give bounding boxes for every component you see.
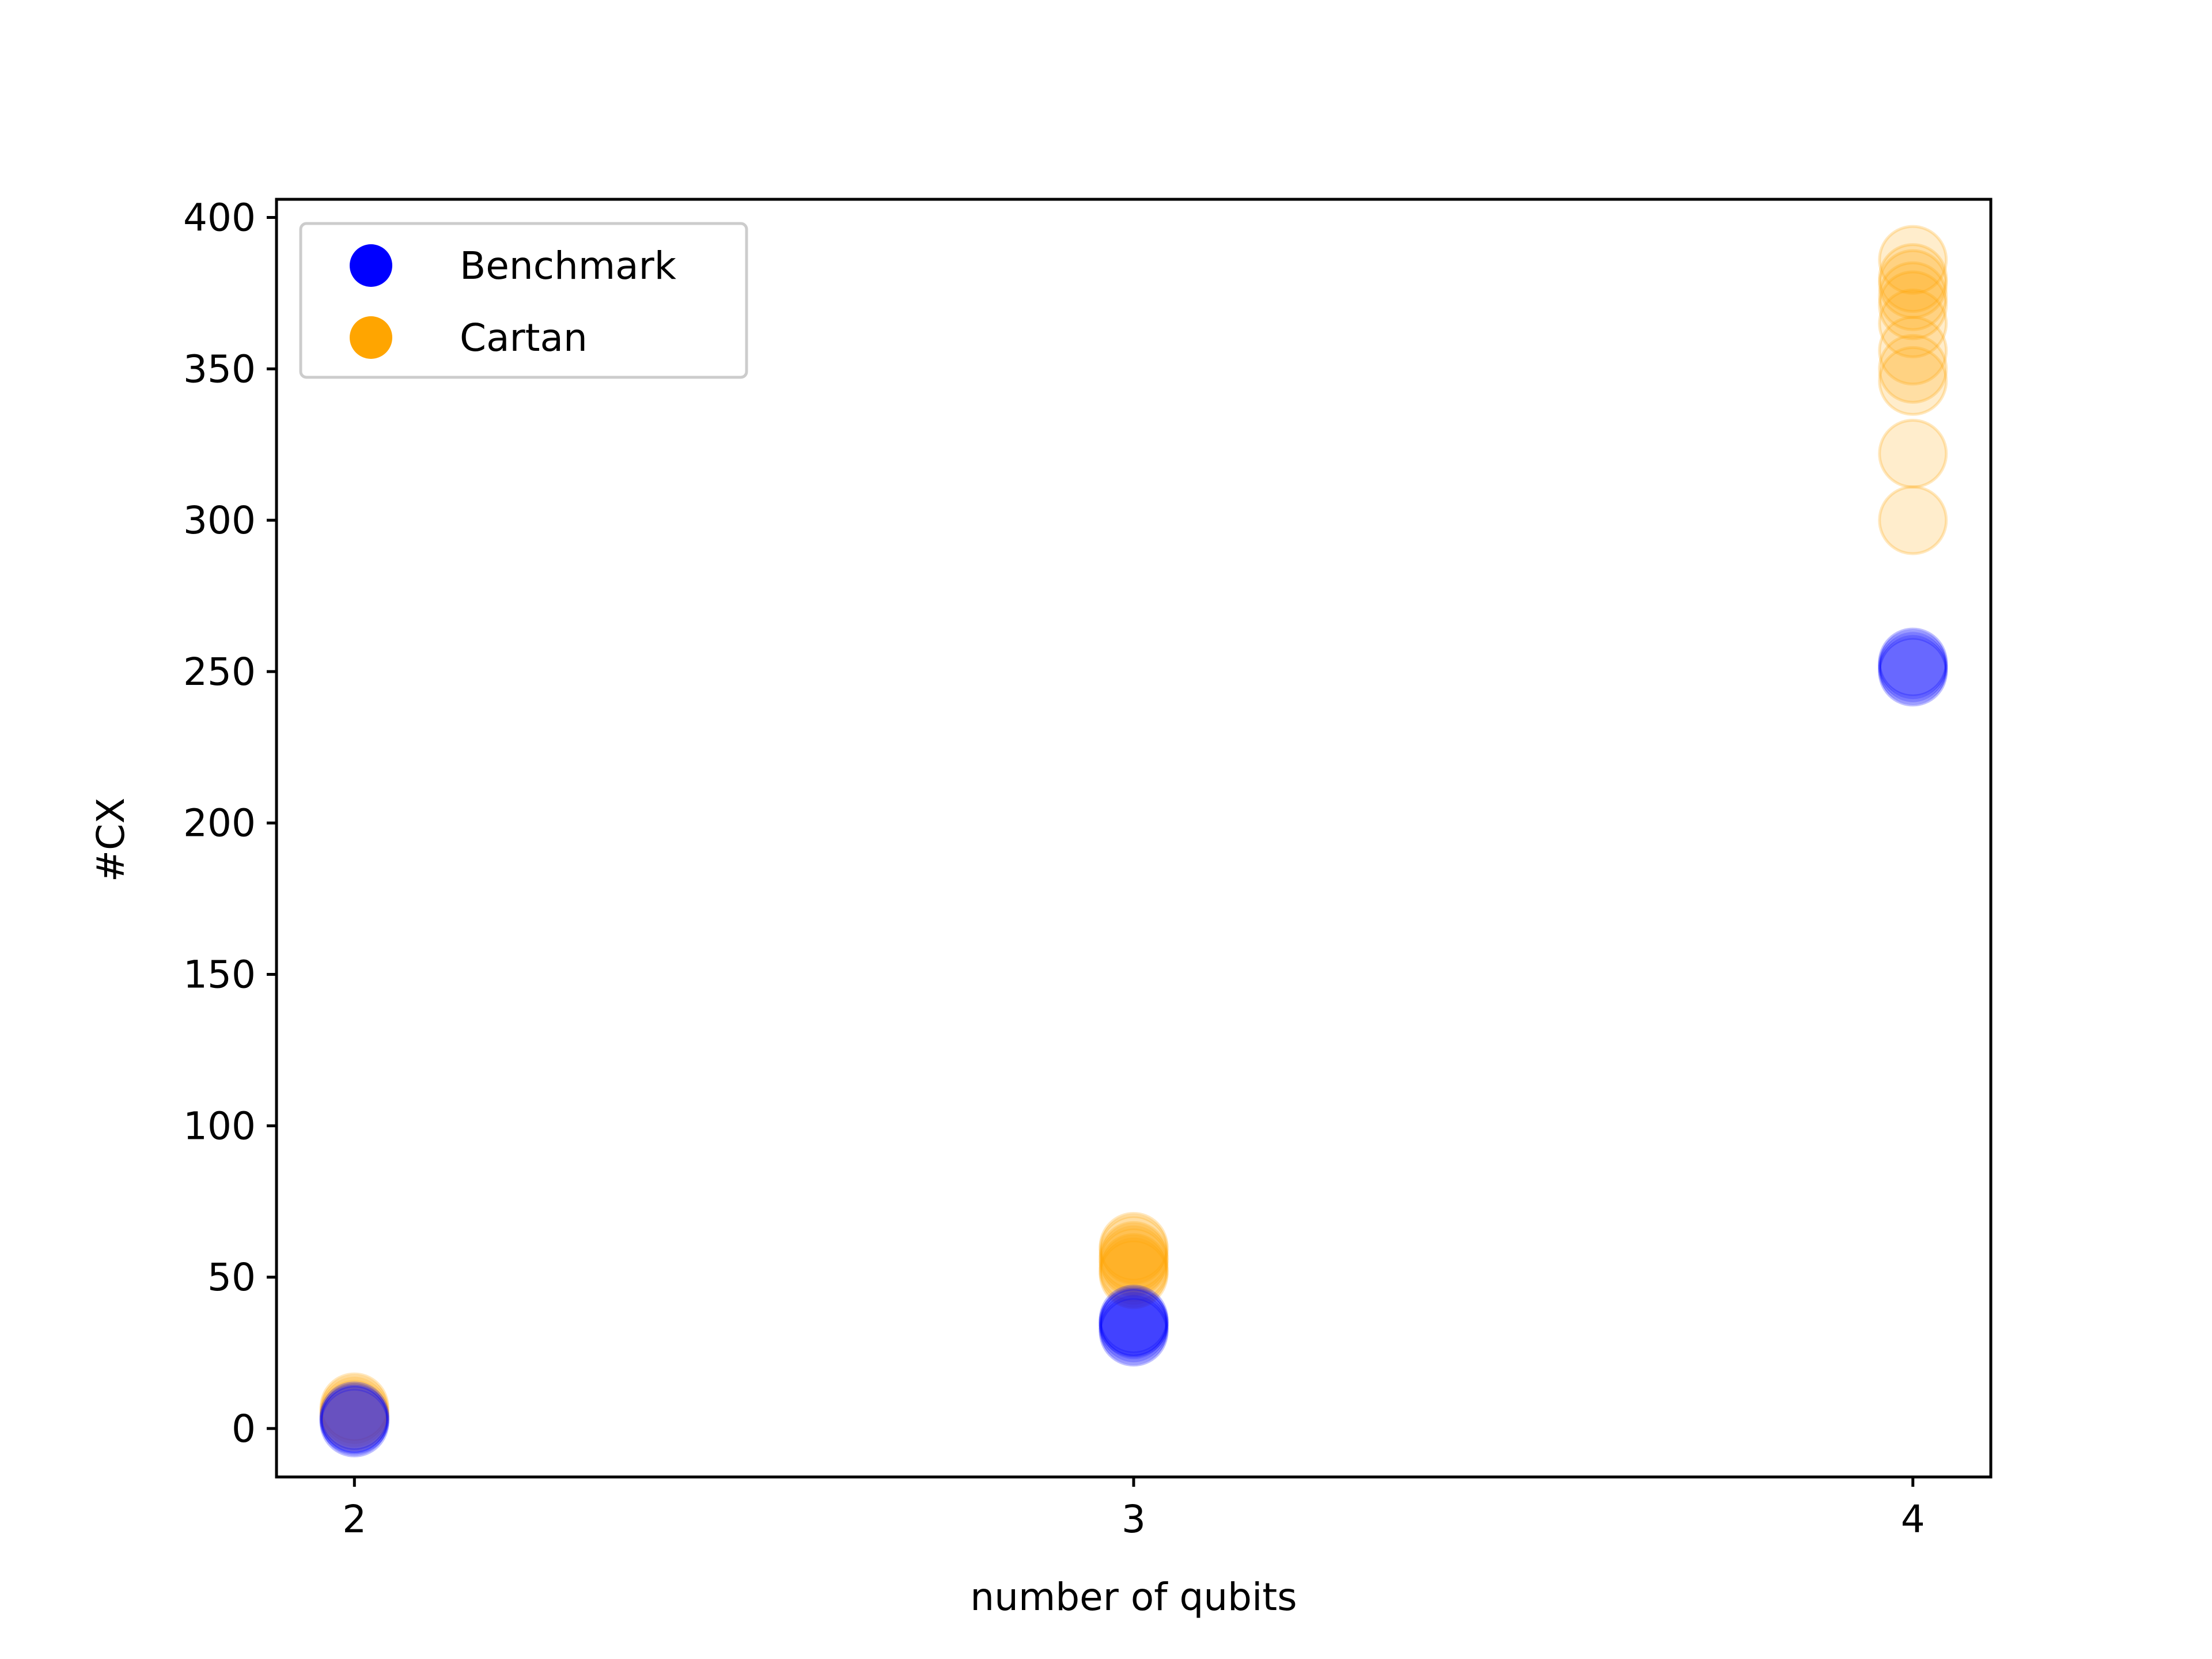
point-cartan-21 (1878, 243, 1948, 313)
y-tick-label-150: 150 (183, 953, 256, 997)
y-tick-label-0: 0 (232, 1407, 256, 1451)
legend: Benchmark Cartan (299, 222, 748, 379)
y-axis-label: #CX (89, 798, 133, 882)
point-benchmark-13 (1878, 634, 1948, 704)
x-axis-label: number of qubits (970, 1575, 1297, 1619)
point-benchmark-8 (1099, 1293, 1169, 1363)
scatter-points (319, 225, 1948, 1457)
point-cartan-19 (1878, 261, 1948, 331)
point-cartan-18 (1878, 270, 1948, 340)
point-benchmark-7 (1099, 1285, 1169, 1355)
point-cartan-16 (1878, 316, 1948, 386)
point-cartan-4 (1099, 1239, 1169, 1309)
point-cartan-8 (1099, 1215, 1169, 1285)
point-benchmark-5 (1099, 1290, 1169, 1361)
x-tick-label-4: 4 (1901, 1497, 1925, 1541)
y-tick-label-100: 100 (183, 1104, 256, 1148)
point-cartan-20 (1878, 249, 1948, 319)
y-tick-label-400: 400 (183, 196, 256, 240)
legend-box (299, 222, 748, 379)
point-cartan-10 (1099, 1224, 1169, 1294)
point-cartan-17 (1878, 288, 1948, 358)
legend-marker-cartan (350, 316, 392, 359)
x-tick-label-3: 3 (1122, 1497, 1146, 1541)
point-benchmark-6 (1099, 1287, 1169, 1358)
point-benchmark-11 (1878, 630, 1948, 700)
point-cartan-2 (319, 1372, 389, 1442)
y-tick-label-250: 250 (183, 650, 256, 694)
point-cartan-9 (1099, 1236, 1169, 1306)
y-tick-label-350: 350 (183, 347, 256, 391)
point-cartan-3 (319, 1381, 389, 1452)
point-cartan-12 (1878, 485, 1948, 555)
y-tick-label-300: 300 (183, 498, 256, 543)
y-tick-label-50: 50 (207, 1255, 256, 1300)
point-benchmark-3 (319, 1387, 389, 1457)
point-cartan-14 (1878, 346, 1948, 416)
y-axis: 0 50 100 150 200 250 300 350 400 (183, 196, 276, 1451)
point-cartan-0 (319, 1375, 389, 1445)
legend-label-benchmark: Benchmark (460, 244, 677, 288)
legend-label-cartan: Cartan (460, 316, 588, 360)
point-benchmark-2 (319, 1381, 389, 1452)
point-cartan-13 (1878, 418, 1948, 488)
point-benchmark-12 (1878, 627, 1948, 698)
point-benchmark-1 (319, 1384, 389, 1455)
point-cartan-1 (319, 1378, 389, 1449)
point-benchmark-9 (1099, 1287, 1169, 1358)
point-cartan-22 (1878, 225, 1948, 295)
point-benchmark-10 (1878, 637, 1948, 707)
point-cartan-15 (1878, 334, 1948, 404)
legend-marker-benchmark (350, 244, 392, 287)
point-cartan-6 (1099, 1227, 1169, 1297)
y-tick-label-200: 200 (183, 801, 256, 846)
x-tick-label-2: 2 (342, 1497, 366, 1541)
point-benchmark-4 (1099, 1297, 1169, 1367)
x-axis: 2 3 4 (342, 1477, 1925, 1541)
point-cartan-11 (1099, 1212, 1169, 1282)
point-cartan-5 (1099, 1233, 1169, 1303)
point-cartan-7 (1099, 1221, 1169, 1291)
point-benchmark-0 (319, 1384, 389, 1455)
